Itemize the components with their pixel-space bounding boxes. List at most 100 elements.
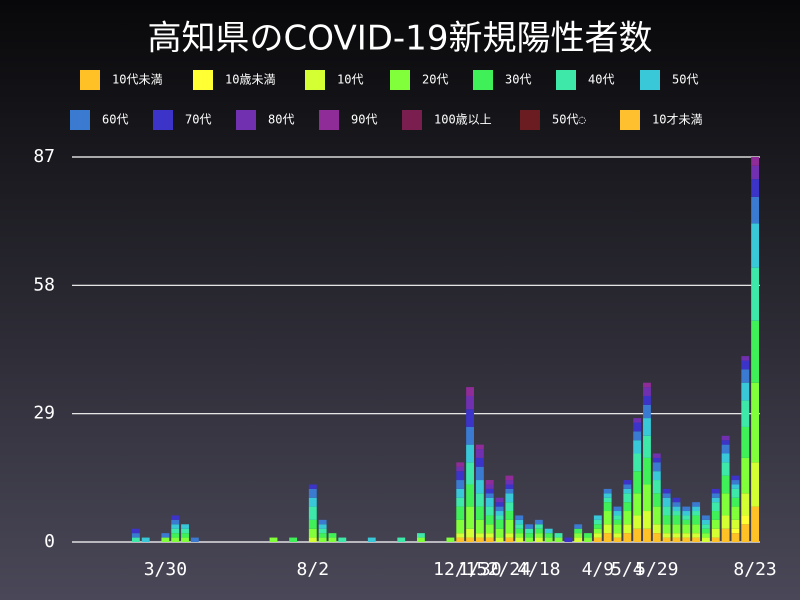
bar-segment — [171, 515, 180, 520]
bar-segment — [623, 533, 632, 542]
bar-segment — [672, 515, 681, 525]
bar-segment — [466, 409, 474, 427]
x-tick-label: 5/4 — [611, 559, 644, 580]
bar-segment — [515, 533, 524, 538]
bar-segment — [721, 493, 730, 516]
legend-label: 100歳以上 — [434, 113, 492, 127]
bar-segment — [171, 524, 180, 529]
bar-segment — [308, 497, 317, 507]
bar-segment — [603, 493, 612, 498]
bar-segment — [534, 533, 543, 538]
bar-segment — [495, 519, 504, 529]
bar-segment — [466, 395, 474, 410]
bar-segment — [643, 382, 651, 388]
bar-segment — [495, 515, 504, 520]
bar-segment — [633, 453, 642, 472]
bar-segment — [131, 533, 140, 538]
bar-segment — [741, 369, 750, 383]
bar-segment — [515, 528, 524, 534]
bar-segment — [721, 462, 730, 476]
bar-segment — [633, 515, 642, 529]
bar-segment — [181, 533, 189, 538]
legend-label: 80代 — [268, 113, 294, 127]
bar-segment — [141, 537, 150, 542]
bar-segment — [505, 475, 514, 481]
bar-segment — [475, 457, 484, 467]
bar-segment — [574, 537, 583, 542]
bar-segment — [721, 453, 730, 463]
bar-segment — [505, 511, 514, 520]
legend-label: 10代未満 — [112, 73, 162, 87]
bar-segment — [161, 537, 170, 542]
bar-segment — [475, 506, 484, 520]
bar-segment — [318, 537, 327, 542]
bar-segment — [367, 537, 376, 542]
bar-segment — [643, 435, 651, 458]
bar-segment — [446, 537, 455, 542]
bar-segment — [702, 537, 710, 542]
bar-segment — [711, 511, 720, 520]
bar-segment — [613, 524, 622, 534]
bar-segment — [643, 418, 651, 436]
x-tick-label: 12/15 — [433, 559, 487, 580]
bar-segment — [662, 506, 671, 516]
bar-segment — [171, 519, 180, 525]
x-tick-label: 2/24 — [488, 559, 531, 580]
bar-segment — [485, 533, 494, 538]
legend-label: 90代 — [351, 113, 377, 127]
bar-segment — [702, 519, 710, 525]
bar-segment — [741, 426, 750, 458]
bar-segment — [534, 524, 543, 529]
bar-segment — [751, 382, 760, 463]
bar-segment — [662, 497, 671, 507]
bar-segment — [416, 537, 425, 542]
bar-segment — [475, 449, 484, 458]
bar-segment — [456, 462, 465, 467]
bar-segment — [544, 537, 553, 542]
bar-segment — [721, 440, 730, 445]
x-tick-label: 8/2 — [297, 559, 330, 580]
bar-segment — [721, 444, 730, 454]
bar-segment — [466, 387, 474, 396]
bar-segment — [682, 506, 691, 512]
bar-segment — [534, 537, 543, 542]
legend-swatch — [390, 70, 410, 90]
bar-segment — [466, 444, 474, 463]
x-tick-label: 4/9 — [582, 559, 615, 580]
bar-segment — [682, 524, 691, 534]
legend-swatch — [473, 70, 493, 90]
bar-segment — [171, 537, 180, 542]
bar-segment — [397, 537, 406, 542]
x-tick-label: 4/18 — [517, 559, 560, 580]
legend-label: 40代 — [588, 73, 614, 87]
bar-segment — [672, 537, 681, 542]
bar-segment — [308, 537, 317, 542]
bar-segment — [613, 506, 622, 512]
bar-segment — [721, 435, 730, 441]
bar-segment — [603, 502, 612, 512]
bar-segment — [603, 511, 612, 525]
bar-segment — [525, 533, 533, 538]
bar-segment — [456, 533, 465, 538]
bar-segment — [731, 528, 740, 534]
bar-segment — [751, 267, 760, 321]
bar-segment — [751, 462, 760, 507]
bar-segment — [505, 502, 514, 512]
bar-segment — [702, 524, 710, 529]
bar-segment — [731, 497, 740, 507]
bar-segment — [741, 356, 750, 361]
bar-segment — [181, 528, 189, 534]
bar-segment — [593, 528, 602, 534]
legend-label: 20代 — [422, 73, 448, 87]
bar-segment — [692, 515, 701, 525]
bar-segment — [603, 488, 612, 494]
bar-segment — [564, 537, 573, 542]
legend-swatch — [520, 110, 540, 130]
bar-segment — [475, 537, 484, 542]
bar-segment — [475, 519, 484, 534]
legend-label: 10歳未満 — [225, 73, 275, 87]
bar-segment — [308, 506, 317, 520]
bar-segment — [692, 533, 701, 538]
legend-label: 70代 — [185, 113, 211, 127]
bar-segment — [623, 480, 632, 485]
